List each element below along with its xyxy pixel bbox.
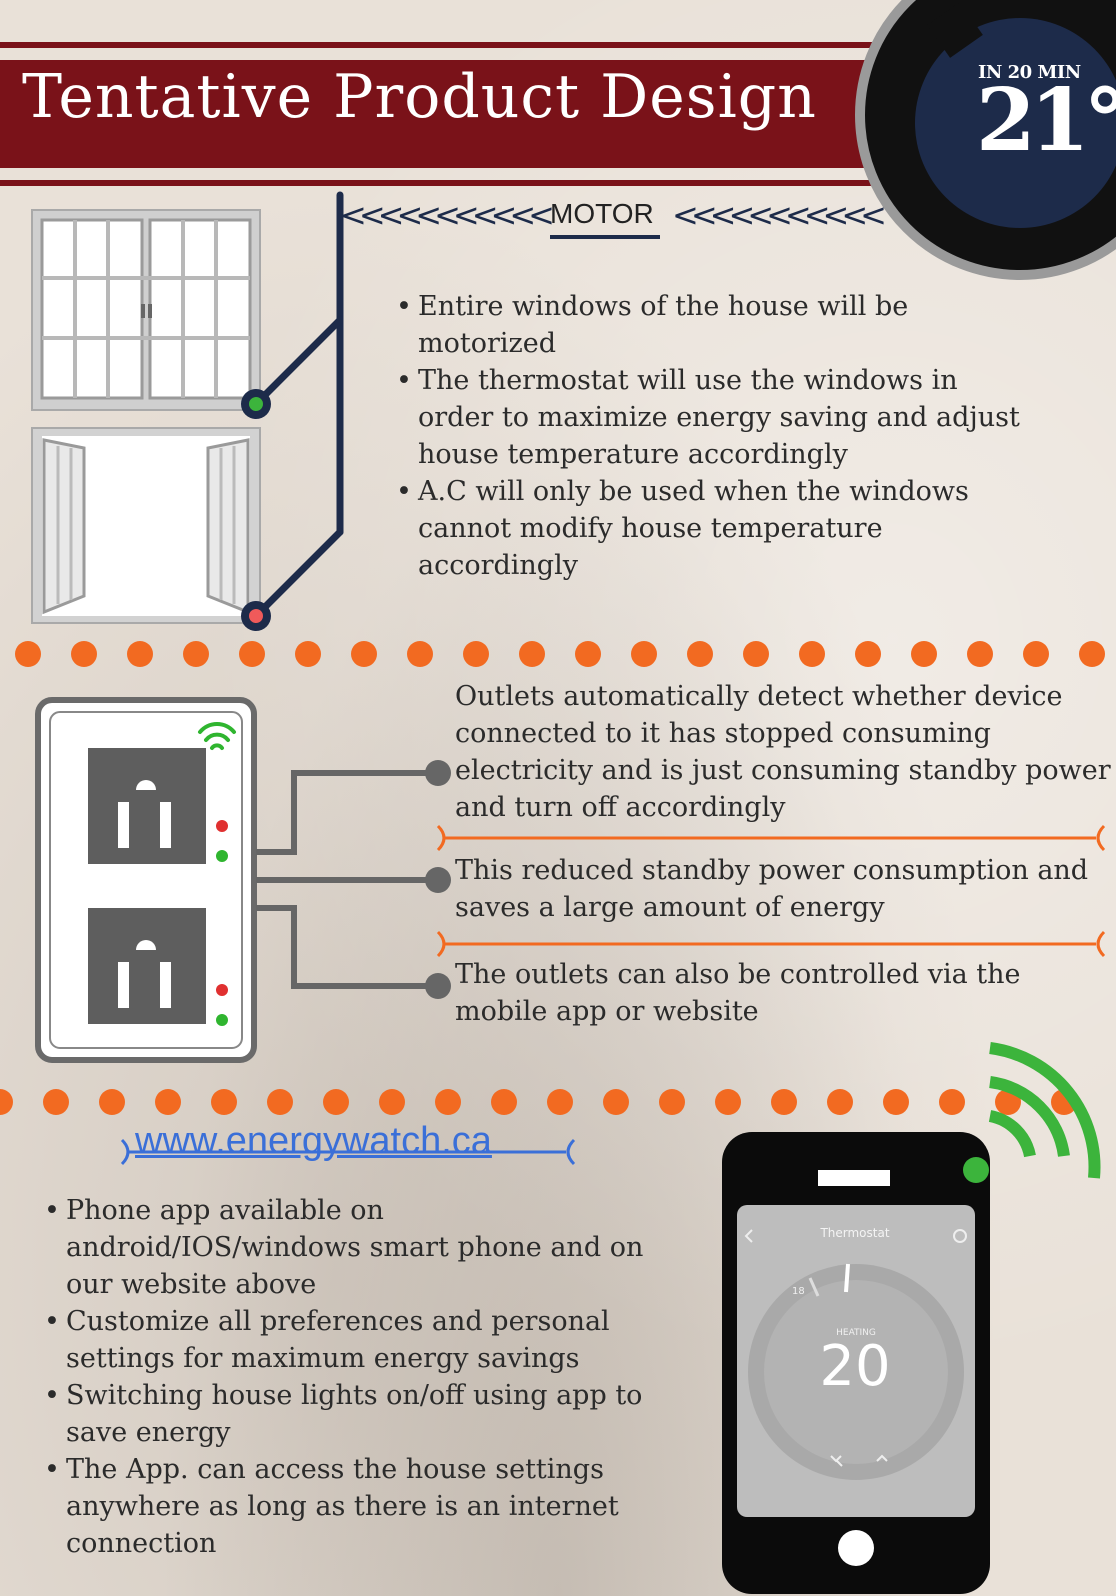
motor-underline (550, 235, 660, 239)
outlet-paragraph-1: Outlets automatically detect whether dev… (455, 681, 1111, 823)
orange-separators (436, 824, 1106, 958)
outlet-paragraph-2: This reduced standby power consumption a… (455, 855, 1089, 923)
chevron-left-arrows-2: <<<<<<<<<<< (672, 196, 887, 234)
phone-temperature: 20 (819, 1334, 891, 1399)
banner-top-line (0, 42, 880, 48)
open-window-icon (31, 427, 261, 624)
phone-wifi-signal-icon (988, 1042, 1101, 1179)
closed-window-icon (31, 209, 261, 411)
phone-gear-icon (953, 1229, 967, 1243)
website-link[interactable]: www.energywatch.ca (135, 1120, 492, 1162)
motor-wires (252, 191, 344, 620)
app-bullet-list: Phone app available on android/IOS/windo… (44, 1192, 684, 1562)
orange-dots-divider-1 (15, 641, 1105, 667)
phone-scale-mark: 18 (792, 1286, 805, 1297)
list-item: The App. can access the house settings a… (44, 1451, 684, 1562)
thermostat-temperature: 21° (976, 70, 1116, 171)
phone-screen-title: Thermostat (820, 1226, 890, 1240)
list-item: Customize all preferences and personal s… (44, 1303, 684, 1377)
page-title: Tentative Product Design (22, 62, 817, 132)
thermostat-time-label: IN 20 MIN (978, 62, 1081, 83)
orange-dots-divider-2 (0, 1089, 1077, 1115)
list-item: Switching house lights on/off using app … (44, 1377, 684, 1451)
motor-bullet-list: Entire windows of the house will be moto… (396, 288, 1036, 584)
phone-screen-chevrons (744, 1229, 888, 1463)
title-banner (0, 60, 880, 168)
outlet-wifi-icon (198, 721, 236, 750)
phone-mode-label: HEATING (836, 1328, 876, 1338)
phone-status-dot (963, 1157, 989, 1183)
list-item: Phone app available on android/IOS/windo… (44, 1192, 684, 1303)
outlet-paragraph-3: The outlets can also be controlled via t… (455, 959, 1021, 1027)
outlet-connectors (256, 770, 436, 989)
list-item: A.C will only be used when the windows c… (396, 473, 1036, 584)
smartphone-icon (722, 1132, 990, 1594)
motor-label: MOTOR (550, 198, 654, 229)
list-item: The thermostat will use the windows in o… (396, 362, 1036, 473)
chevron-left-arrows: <<<<<<<<<<< (340, 196, 555, 234)
smart-outlet-icon (35, 697, 257, 1063)
website-bracket (120, 1138, 576, 1166)
list-item: Entire windows of the house will be moto… (396, 288, 1036, 362)
banner-bottom-line (0, 180, 880, 186)
